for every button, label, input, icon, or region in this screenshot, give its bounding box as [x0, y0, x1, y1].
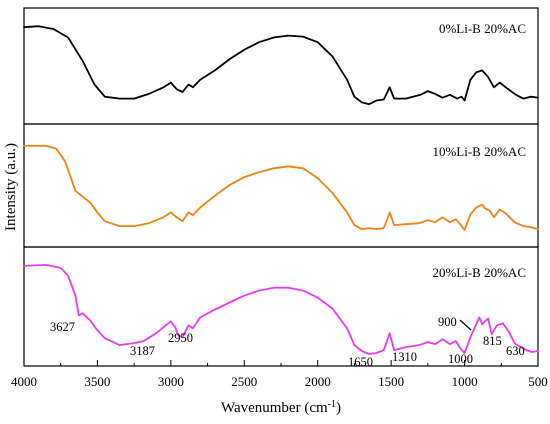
- peak-label-630: 630: [506, 344, 525, 358]
- peak-label-1310: 1310: [392, 350, 417, 364]
- series-line-0: [23, 25, 539, 106]
- peak-label-815: 815: [483, 334, 502, 348]
- panel-frame-middle: [23, 123, 539, 248]
- x-axis-ticks: [23, 360, 539, 366]
- x-tick-label-1000: 1000: [452, 374, 478, 389]
- x-tick-label-3500: 3500: [84, 374, 110, 389]
- x-tick-label-3000: 3000: [158, 374, 184, 389]
- peak-label-3627: 3627: [50, 320, 75, 334]
- peak-label-3187: 3187: [130, 344, 155, 358]
- peak-label-1650: 1650: [348, 355, 373, 369]
- x-tick-label-1500: 1500: [378, 374, 404, 389]
- panel-label-middle: 10%Li-B 20%AC: [432, 144, 526, 159]
- x-axis-title: Wavenumber (cm-1): [221, 399, 341, 416]
- peak-label-1000: 1000: [448, 352, 473, 366]
- x-tick-label-500: 500: [528, 374, 548, 389]
- panel-label-top: 0%Li-B 20%AC: [439, 21, 526, 36]
- x-tick-label-4000: 4000: [11, 374, 37, 389]
- series-line-2: [23, 264, 539, 355]
- series-line-1: [23, 144, 539, 231]
- x-tick-label-2500: 2500: [231, 374, 257, 389]
- y-axis-title: Intensity (a.u.): [3, 143, 19, 231]
- panel-label-bottom: 20%Li-B 20%AC: [432, 265, 526, 280]
- peak-pointer-900: [459, 319, 472, 331]
- peak-label-2950: 2950: [168, 331, 193, 345]
- peak-label-900: 900: [438, 315, 457, 329]
- x-tick-label-2000: 2000: [305, 374, 331, 389]
